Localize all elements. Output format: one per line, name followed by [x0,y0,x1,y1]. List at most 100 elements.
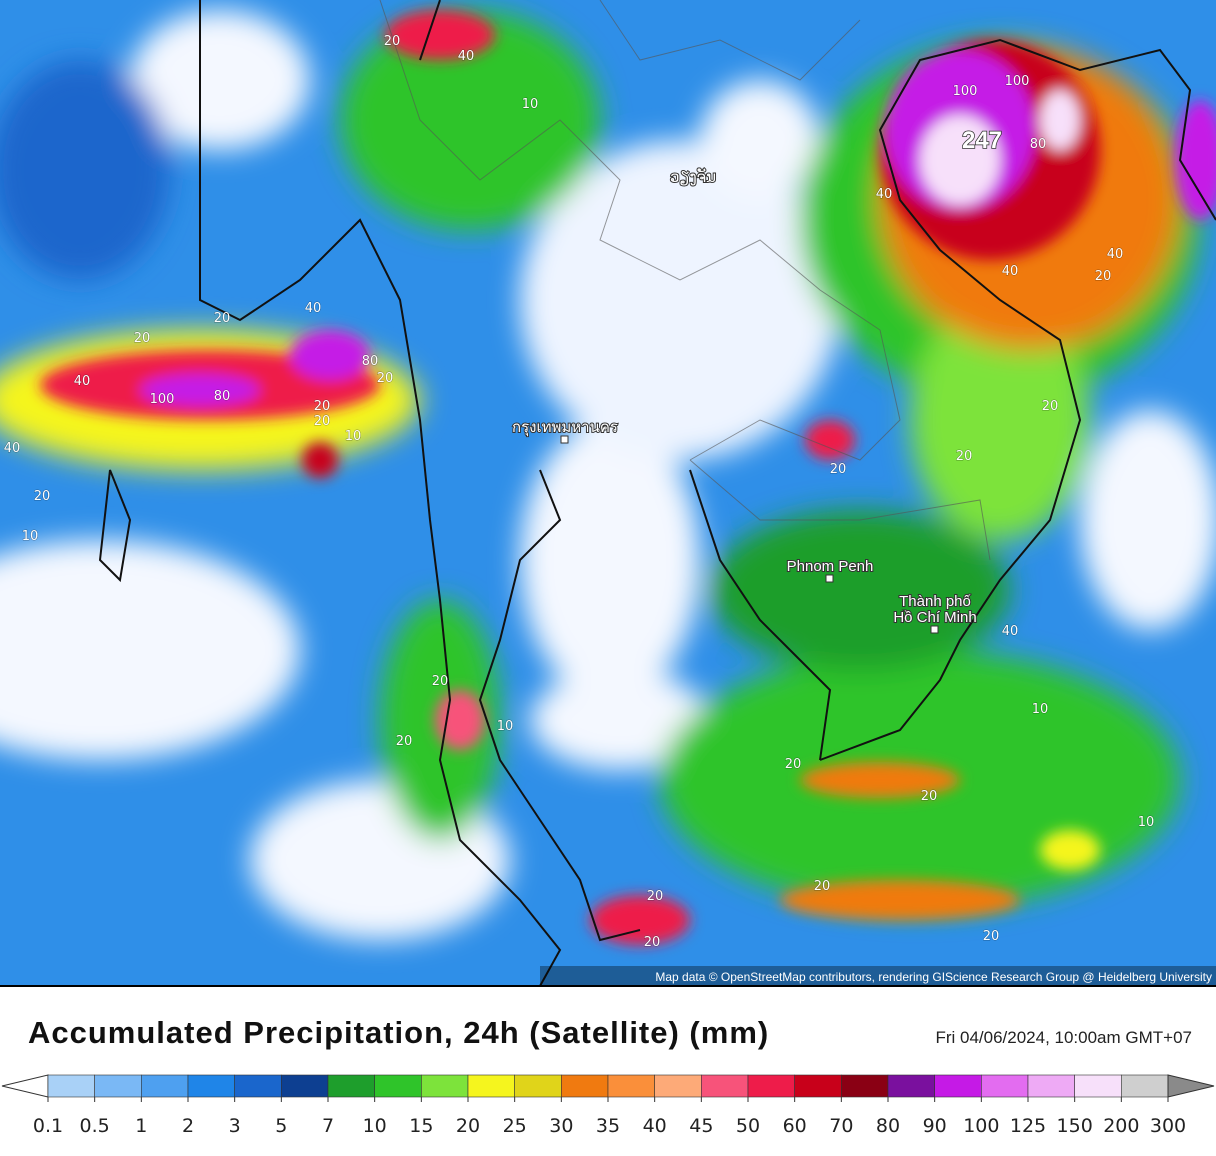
contour-label: 20 [1042,399,1059,414]
contour-label: 10 [22,529,39,544]
attribution: Map data © OpenStreetMap contributors, r… [655,970,1212,984]
coastline [98,0,1216,986]
contour-label: 40 [1002,624,1019,639]
timestamp: Fri 04/06/2024, 10:00am GMT+07 [935,1028,1192,1047]
colorbar-segment [841,1074,889,1098]
contour-label: 20 [647,889,664,904]
colorbar-segment [607,1074,655,1098]
contour-label: 20 [956,449,973,464]
max-value-label: 247 [962,127,1002,154]
contour-label: 20 [814,879,831,894]
contour-label: 10 [1032,702,1049,717]
contour-label: 10 [345,429,362,444]
contour-label: 20 [34,489,51,504]
colorbar-segment [981,1074,1029,1098]
contour-label: 100 [150,392,175,407]
colorbar-tick-label: 15 [409,1115,433,1137]
contour-label: 40 [1002,264,1019,279]
contour-label: 20 [830,462,847,477]
colorbar-segment [887,1074,935,1098]
colorbar-segment [514,1074,562,1098]
contour-label: 20 [377,371,394,386]
contour-label: 100 [953,84,978,99]
contour-label: 40 [1107,247,1124,262]
colorbar-tick-label: 100 [963,1115,999,1137]
colorbar-segment [794,1074,842,1098]
colorbar-tick-label: 5 [275,1115,287,1137]
contour-label: 20 [384,34,401,49]
colorbar-tick-label: 125 [1010,1115,1046,1137]
colorbar-segment [654,1074,702,1098]
colorbar-segment [421,1074,469,1098]
place-label: ວຽງຈັນ [670,167,716,186]
colorbar-segment [187,1074,235,1098]
legend-title: Accumulated Precipitation, 24h (Satellit… [28,1015,769,1050]
colorbar-segment [234,1074,282,1098]
contour-label: 10 [1138,815,1155,830]
colorbar-segment [47,1074,95,1098]
colorbar-segment [1074,1074,1122,1098]
colorbar-segment [467,1074,515,1098]
place-label: Phnom Penh [787,558,874,575]
contour-label: 10 [497,719,514,734]
colorbar-segment [701,1074,749,1098]
colorbar-segment [561,1074,609,1098]
colorbar-below [1,1074,49,1098]
contour-label: 20 [644,935,661,950]
colorbar-tick-label: 80 [876,1115,900,1137]
contour-label: 80 [214,389,231,404]
colorbar-segment [374,1074,422,1098]
colorbar-tick-label: 10 [363,1115,387,1137]
contour-label: 20 [432,674,449,689]
colorbar-tick-label: 1 [135,1115,147,1137]
colorbar-tick-label: 50 [736,1115,760,1137]
contour-label: 10 [522,97,539,112]
colorbar-tick-label: 200 [1103,1115,1139,1137]
colorbar-tick-label: 30 [549,1115,573,1137]
attribution-bg [540,966,1216,986]
place-marker [560,435,569,444]
colorbar-tick-label: 45 [689,1115,713,1137]
place-marker [930,625,939,634]
precipitation-map: 20 40 10 20 40 20 40 100 80 80 20 20 20 10 20 40 10 100 10… [0,0,1216,986]
place-label: Thành phố [899,593,971,610]
contour-label: 40 [458,49,475,64]
colorbar-segment [141,1074,189,1098]
colorbar-segment [934,1074,982,1098]
colorbar-tick-label: 70 [829,1115,853,1137]
contour-label: 80 [362,354,379,369]
borders [379,0,991,561]
place-label: กรุงเทพมหานคร [512,419,618,437]
contour-label: 20 [134,331,151,346]
colorbar-tick-label: 60 [783,1115,807,1137]
colorbar-tick-label: 300 [1150,1115,1186,1137]
colorbar-tick-label: 150 [1057,1115,1093,1137]
colorbar-above [1167,1074,1215,1098]
place-label: Hồ Chí Minh [893,609,976,626]
colorbar-segment [1121,1074,1169,1098]
colorbar-segment [94,1074,142,1098]
contour-label: 20 [785,757,802,772]
contour-label: 20 [921,789,938,804]
place-marker [825,574,834,583]
contour-label: 20 [1095,269,1112,284]
colorbar: 0.1 0.5 1 2 3 5 7 10 15 20 25 30 35 40 45 50 60 70 80 90 100… [1,1074,1215,1137]
contour-label: 40 [876,187,893,202]
contour-label: 20 [983,929,1000,944]
colorbar-segment [747,1074,795,1098]
colorbar-tick-label: 2 [182,1115,194,1137]
contour-label: 20 [214,311,231,326]
contour-label: 20 [314,399,331,414]
colorbar-tick-label: 40 [643,1115,667,1137]
colorbar-tick-label: 90 [923,1115,947,1137]
colorbar-tick-label: 0.5 [80,1115,110,1137]
contour-label: 100 [1005,74,1030,89]
colorbar-segment [327,1074,375,1098]
colorbar-tick-label: 3 [229,1115,241,1137]
contour-label: 80 [1030,137,1047,152]
colorbar-tick-label: 0.1 [33,1115,63,1137]
contour-label: 20 [396,734,413,749]
colorbar-tick-label: 25 [503,1115,527,1137]
